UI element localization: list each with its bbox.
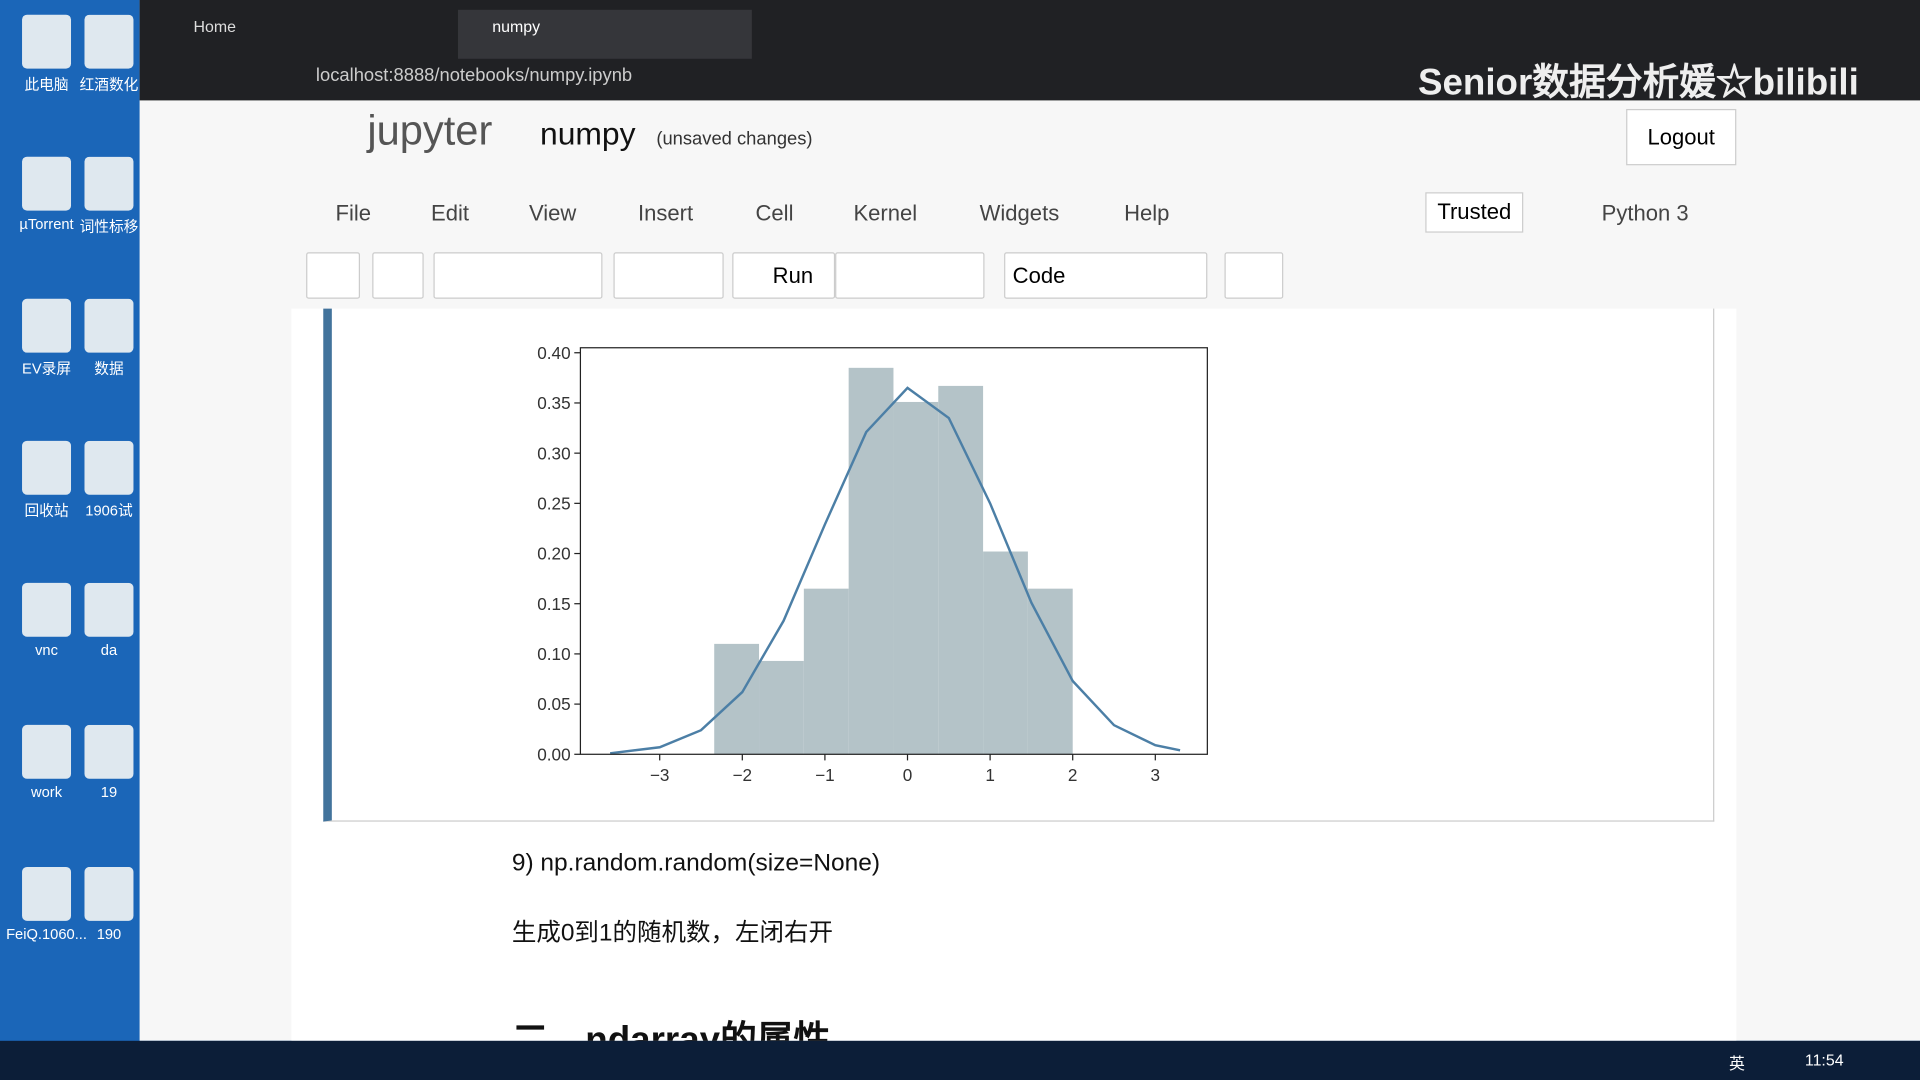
desktop-icon[interactable]: 190	[78, 866, 139, 943]
histogram-bar	[803, 588, 849, 755]
x-tick-label: −2	[733, 765, 753, 785]
desktop-icon[interactable]: work	[4, 724, 90, 801]
kernel-name: Python 3	[1601, 200, 1689, 226]
x-tick-label: 1	[985, 765, 995, 785]
icon-label: 1906试	[85, 502, 133, 520]
icon-label: 190	[96, 925, 122, 943]
watermark: Senior数据分析媛☆bilibili	[1417, 62, 1859, 103]
icon-label: µTorrent	[19, 215, 74, 233]
y-tick-label: 0.15	[537, 594, 570, 614]
desktop-icon[interactable]: 19	[78, 724, 139, 801]
x-tick-label: −1	[815, 765, 835, 785]
y-tick-label: 0.00	[537, 744, 570, 764]
menu-item[interactable]: Edit	[431, 200, 470, 226]
tab[interactable]: numpy	[492, 17, 541, 36]
y-tick-label: 0.30	[537, 443, 570, 463]
browser-window: Home numpy localhost:8888/notebooks/nump…	[139, 0, 1920, 1041]
x-tick-label: 2	[1068, 765, 1078, 785]
y-tick-label: 0.05	[537, 694, 570, 714]
y-tick-label: 0.10	[537, 644, 570, 664]
desktop-icon[interactable]: da	[78, 582, 139, 659]
desktop-icon[interactable]: 词性标移	[78, 156, 139, 237]
run-button[interactable]: Run	[732, 252, 836, 299]
histogram-bar	[1027, 588, 1073, 755]
desktop-icon[interactable]: 数据	[78, 298, 139, 379]
icon-label: da	[100, 641, 118, 659]
save-status: (unsaved changes)	[656, 128, 813, 150]
desktop-icon[interactable]: 红酒数化	[78, 14, 139, 95]
trusted-indicator[interactable]: Trusted	[1425, 192, 1524, 233]
clock[interactable]: 11:54	[1804, 1050, 1844, 1069]
menu-item[interactable]: Help	[1124, 200, 1170, 226]
desktop-icon[interactable]: FeiQ.1060...	[4, 866, 90, 943]
icon-label: EV录屏	[22, 360, 72, 378]
icon-label: 19	[100, 783, 118, 801]
y-tick-label: 0.40	[537, 343, 570, 363]
menu-item[interactable]: Cell	[755, 200, 794, 226]
x-tick-label: −3	[650, 765, 670, 785]
icon-label: 此电脑	[24, 75, 69, 94]
menu-item[interactable]: Insert	[637, 200, 694, 226]
browser-chrome: Home numpy localhost:8888/notebooks/nump…	[139, 0, 1920, 103]
icon-label: 词性标移	[79, 217, 139, 236]
icon-label: work	[31, 783, 63, 801]
histogram-bar	[848, 367, 894, 755]
menu-item[interactable]: Widgets	[979, 200, 1060, 226]
y-tick-label: 0.25	[537, 493, 570, 513]
y-tick-label: 0.35	[537, 393, 570, 413]
desktop-icon[interactable]: µTorrent	[4, 156, 90, 233]
histogram-bar	[714, 643, 760, 755]
chart: 0.00 0.05 0.10 0.15 0.20 0.25 0.30 0.35 0.40 −3 −2…	[537, 343, 1208, 785]
icon-label: FeiQ.1060...	[6, 925, 87, 943]
x-tick-label: 0	[903, 765, 913, 785]
desktop-icon[interactable]: vnc	[4, 582, 90, 659]
url-bar[interactable]: localhost:8888/notebooks/numpy.ipynb	[315, 64, 633, 86]
input-language[interactable]: 英	[1728, 1054, 1745, 1073]
desktop-icon[interactable]: EV录屏	[4, 298, 90, 379]
histogram-bar	[938, 385, 984, 755]
icon-label: 回收站	[24, 502, 69, 520]
icon-label: 红酒数化	[79, 75, 139, 94]
markdown-item: 9) np.random.random(size=None)	[511, 849, 881, 877]
notebook-name[interactable]: numpy	[540, 115, 636, 152]
markdown-heading: 二、ndarray的属性	[511, 1020, 831, 1041]
menu-item[interactable]: Kernel	[853, 200, 918, 226]
jupyter-logo[interactable]: jupyter	[367, 107, 493, 155]
menu-item[interactable]: View	[528, 200, 577, 226]
menu-item[interactable]: File	[335, 200, 372, 226]
histogram-bar	[893, 401, 939, 755]
y-tick-label: 0.20	[537, 544, 570, 564]
desktop-icon[interactable]: 此电脑	[4, 14, 90, 95]
x-tick-label: 3	[1151, 765, 1161, 785]
histogram-bar	[983, 551, 1028, 755]
icon-label: 数据	[94, 360, 124, 378]
logout-button[interactable]: Logout	[1626, 108, 1737, 166]
plot-frame	[579, 347, 1208, 755]
cell-type-select[interactable]: Code	[1004, 252, 1208, 299]
kde-line	[609, 386, 1181, 755]
icon-label: vnc	[35, 641, 58, 659]
tab[interactable]: Home	[193, 17, 236, 36]
desktop-icon[interactable]: 回收站	[4, 440, 90, 521]
markdown-text: 生成0到1的随机数，左闭右开	[511, 919, 833, 947]
taskbar: 英 11:54	[0, 1040, 1920, 1080]
histogram-bar	[759, 660, 804, 755]
desktop-icon[interactable]: 1906试	[78, 440, 139, 521]
